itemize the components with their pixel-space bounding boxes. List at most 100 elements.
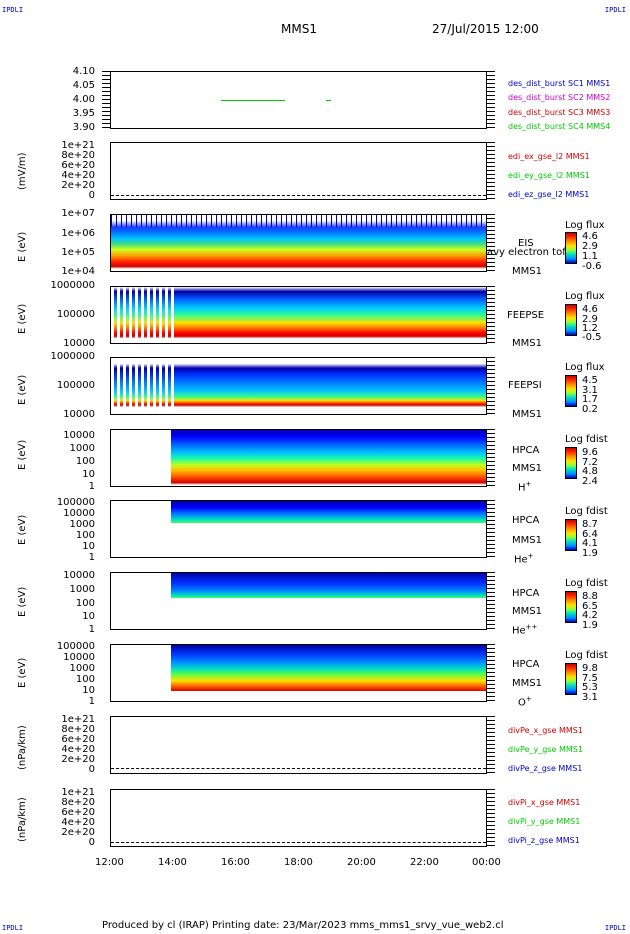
colorbar-value: -0.6 — [582, 261, 602, 272]
zero-line — [111, 768, 486, 769]
y-tick: 3.95 — [72, 108, 95, 119]
corner-mark-top-right: IPDLI — [604, 6, 626, 14]
y-tick: 10000 — [63, 430, 95, 441]
y-tick: 2e+20 — [61, 180, 95, 191]
right-tickmarks — [487, 142, 495, 200]
spacecraft-title: MMS1 — [281, 22, 317, 36]
y-tick: 10 — [82, 611, 95, 622]
colorbar-value: 1.9 — [582, 548, 598, 559]
y-tick: 1 — [88, 552, 95, 563]
burst-segment — [326, 100, 331, 101]
right-tickmarks — [487, 716, 495, 774]
y-tick: 8e+20 — [61, 724, 95, 735]
right-tickmarks — [487, 357, 495, 415]
colorbar-value: 4.2 — [582, 610, 598, 621]
y-tick: 3.90 — [72, 122, 95, 133]
colorbar-value: 6.4 — [582, 529, 598, 540]
right-tickmarks — [487, 214, 495, 272]
y-tick: 1 — [88, 696, 95, 707]
burst-segment — [221, 100, 285, 101]
colorbar — [565, 447, 577, 479]
spectrogram — [110, 572, 487, 630]
instrument-label: FEEPSE — [507, 310, 545, 321]
right-tickmarks — [487, 71, 495, 129]
colorbar-value: 3.1 — [582, 385, 598, 396]
y-axis-label: E (eV) — [17, 374, 28, 405]
y-axis-label: E (eV) — [17, 231, 28, 262]
y-tick: 4.05 — [72, 80, 95, 91]
colorbar-value: 2.9 — [582, 314, 598, 325]
instrument-label: HPCA — [512, 445, 540, 456]
spectrogram-fill — [171, 645, 486, 691]
y-tick: 100000 — [56, 380, 95, 391]
x-tick: 00:00 — [472, 857, 501, 868]
y-tick: 1e+21 — [61, 787, 95, 798]
y-tick: 100 — [75, 598, 95, 609]
colorbar-value: 2.9 — [582, 241, 598, 252]
legend-entry: des_dist_burst SC3 MMS3 — [508, 108, 611, 117]
colorbar — [565, 663, 577, 695]
craft-label: MMS1 — [512, 266, 542, 277]
spectrogram — [110, 214, 487, 272]
legend-entry: edi_ex_gse_l2 MMS1 — [508, 152, 590, 161]
zero-line — [111, 842, 486, 843]
legend-entry: divPi_x_gse MMS1 — [508, 798, 581, 807]
spectrogram-fill — [171, 501, 486, 524]
craft-label: MMS1 — [512, 535, 542, 546]
spectrogram-fill — [171, 430, 486, 486]
x-tick: 12:00 — [95, 857, 124, 868]
y-axis-label: (nPa/km) — [17, 725, 28, 770]
y-axis-label: (mV/m) — [17, 152, 28, 191]
ion-label: He++ — [512, 623, 538, 637]
y-axis-label: (nPa/km) — [17, 797, 28, 842]
y-tick: 2e+20 — [61, 827, 95, 838]
y-tick: 1e+21 — [61, 140, 95, 151]
y-tick: 8e+20 — [61, 797, 95, 808]
corner-mark-bottom-right: IPDLI — [604, 924, 626, 932]
y-tick: 10 — [82, 469, 95, 480]
ion-label: He+ — [514, 552, 534, 566]
y-tick: 10 — [82, 685, 95, 696]
y-axis-label: E (eV) — [17, 657, 28, 688]
y-tick: 100000 — [56, 641, 95, 652]
plot-area — [110, 142, 487, 200]
colorbar-value: 1.7 — [582, 394, 598, 405]
y-axis-label: E (eV) — [17, 514, 28, 545]
spectrogram — [110, 357, 487, 415]
instrument-label: HPCA — [512, 515, 540, 526]
legend-entry: divPi_z_gse MMS1 — [508, 836, 580, 845]
legend-entry: edi_ey_gse_l2 MMS1 — [508, 171, 590, 180]
corner-mark-bottom-left: IPDLI — [2, 924, 24, 932]
legend-entry: divPe_x_gse MMS1 — [508, 726, 583, 735]
colorbar-title: Log fdist — [565, 650, 608, 661]
y-tick: 0 — [88, 764, 95, 775]
colorbar-value: 9.8 — [582, 663, 598, 674]
y-tick: 4.00 — [72, 94, 95, 105]
colorbar-value: -0.5 — [582, 332, 602, 343]
y-tick: 1e+05 — [61, 247, 95, 258]
colorbar-title: Log fdist — [565, 506, 608, 517]
y-tick: 10000 — [63, 508, 95, 519]
y-tick: 6e+20 — [61, 807, 95, 818]
ion-label: H+ — [518, 480, 532, 494]
legend-entry: des_dist_burst SC1 MMS1 — [508, 79, 611, 88]
right-tickmarks — [487, 500, 495, 558]
colorbar-title: Log flux — [565, 220, 605, 231]
y-tick: 4e+20 — [61, 817, 95, 828]
colorbar-value: 2.4 — [582, 476, 598, 487]
y-tick: 10000 — [63, 570, 95, 581]
legend-entry: divPi_y_gse MMS1 — [508, 817, 581, 826]
ion-label: O+ — [518, 695, 532, 709]
craft-label: MMS1 — [512, 338, 542, 349]
x-tick: 14:00 — [158, 857, 187, 868]
y-tick: 10000 — [63, 409, 95, 420]
colorbar-title: Log flux — [565, 362, 605, 373]
y-tick: 1e+06 — [61, 228, 95, 239]
spectrogram-fill — [171, 573, 486, 598]
y-tick: 0 — [88, 837, 95, 848]
y-axis-label: E (eV) — [17, 439, 28, 470]
legend-entry: edi_ez_gse_l2 MMS1 — [508, 190, 590, 199]
spectrogram-fill — [111, 215, 486, 271]
colorbar — [565, 232, 577, 264]
y-tick: 6e+20 — [61, 160, 95, 171]
